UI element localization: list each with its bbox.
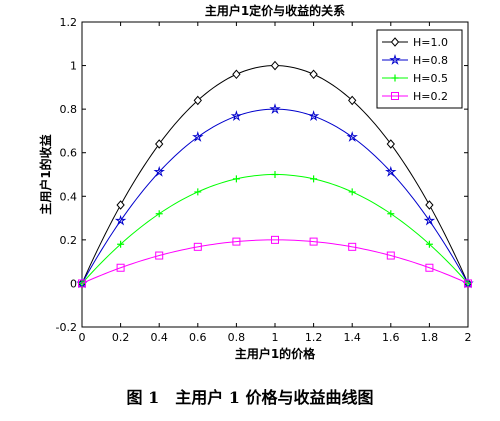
- data-point: [387, 210, 395, 218]
- x-tick-label: 1.8: [421, 331, 439, 344]
- legend-label: H=0.5: [413, 72, 448, 85]
- data-point: [116, 263, 125, 272]
- legend-label: H=1.0: [413, 36, 448, 49]
- plot-layer: 0 0.2 0.4 0.6 0.8 1 1.2 1.4 1.6 1.8 2-0.200.20.40.…: [56, 16, 474, 344]
- y-tick-label: 1.2: [60, 16, 78, 29]
- chart-svg: 主用户1定价与收益的关系 主用户1的价格 主用户1的收益 0 0.2 0.4 0.6 0…: [38, 3, 474, 361]
- data-point: [155, 210, 163, 218]
- y-tick-label: 0.8: [60, 103, 78, 116]
- data-point: [114, 214, 127, 226]
- data-point: [310, 175, 318, 183]
- data-point: [78, 279, 86, 288]
- data-point: [425, 263, 434, 272]
- x-tick-label: 1: [272, 331, 279, 344]
- x-tick-label: 1.4: [343, 331, 361, 344]
- data-point: [153, 165, 165, 177]
- y-axis-title: 主用户1的收益: [38, 134, 53, 214]
- series-line: [81, 108, 469, 284]
- series-H=0.5: [78, 171, 472, 287]
- x-tick-label: 0.8: [228, 331, 246, 344]
- data-point: [348, 188, 356, 196]
- data-point: [155, 139, 164, 149]
- legend-item: H=0.2: [382, 90, 448, 103]
- x-axis-title: 主用户1的价格: [235, 346, 316, 361]
- legend-marker: [391, 92, 399, 100]
- y-tick-label: 0.4: [60, 190, 78, 203]
- data-point: [271, 235, 279, 244]
- legend-marker: [389, 53, 401, 65]
- data-point: [117, 240, 125, 248]
- chart-title: 主用户1定价与收益的关系: [205, 3, 345, 18]
- legend-item: H=1.0: [382, 36, 448, 49]
- data-point: [192, 131, 204, 142]
- data-point: [386, 251, 395, 260]
- legend-marker: [391, 74, 399, 82]
- data-point: [309, 237, 318, 246]
- data-point: [348, 242, 357, 251]
- chart-figure: 主用户1定价与收益的关系 主用户1的价格 主用户1的收益 0 0.2 0.4 0.6 0…: [38, 3, 474, 361]
- x-tick-label: 0.4: [150, 331, 168, 344]
- data-point: [385, 165, 397, 177]
- data-point: [232, 237, 241, 246]
- x-tick-label: 2: [465, 331, 472, 344]
- x-tick-label: 1.6: [382, 331, 400, 344]
- data-point: [270, 60, 280, 71]
- data-point: [271, 171, 279, 178]
- y-tick-label: 1: [70, 60, 77, 73]
- series-line: [81, 239, 469, 284]
- legend-item: H=0.8: [382, 53, 448, 67]
- y-tick-label: -0.2: [56, 321, 77, 334]
- legend-marker: [390, 37, 400, 47]
- data-point: [423, 214, 436, 226]
- y-tick-label: 0.6: [60, 147, 78, 160]
- x-tick-label: 1.2: [305, 331, 323, 344]
- data-point: [464, 279, 472, 288]
- y-tick-label: 0: [70, 277, 77, 290]
- x-tick-label: 0: [79, 331, 86, 344]
- data-point: [193, 95, 202, 106]
- y-tick-label: 0.2: [60, 234, 78, 247]
- data-point: [386, 139, 395, 149]
- data-point: [348, 95, 357, 106]
- series-H=0.2: [78, 235, 472, 288]
- x-tick-label: 0.6: [189, 331, 207, 344]
- data-point: [230, 110, 243, 121]
- data-point: [232, 175, 240, 183]
- x-tick-label: 0.2: [112, 331, 130, 344]
- data-point: [309, 69, 318, 80]
- data-point: [307, 110, 320, 121]
- data-point: [425, 200, 434, 210]
- data-point: [269, 103, 281, 114]
- data-point: [116, 200, 125, 210]
- data-point: [232, 69, 241, 80]
- legend-label: H=0.8: [413, 54, 448, 67]
- legend-label: H=0.2: [413, 90, 448, 103]
- legend-item: H=0.5: [382, 72, 448, 85]
- data-point: [346, 131, 358, 142]
- series-H=0.8: [76, 103, 474, 289]
- legend: H=1.0 H=0.8 H=0.5 H=0.2: [376, 29, 463, 109]
- data-point: [425, 240, 433, 248]
- series-line: [81, 173, 469, 284]
- figure-caption: 图 1 主用户 1 价格与收益曲线图: [126, 388, 374, 407]
- data-point: [155, 251, 164, 260]
- data-point: [194, 188, 202, 196]
- data-point: [193, 242, 202, 251]
